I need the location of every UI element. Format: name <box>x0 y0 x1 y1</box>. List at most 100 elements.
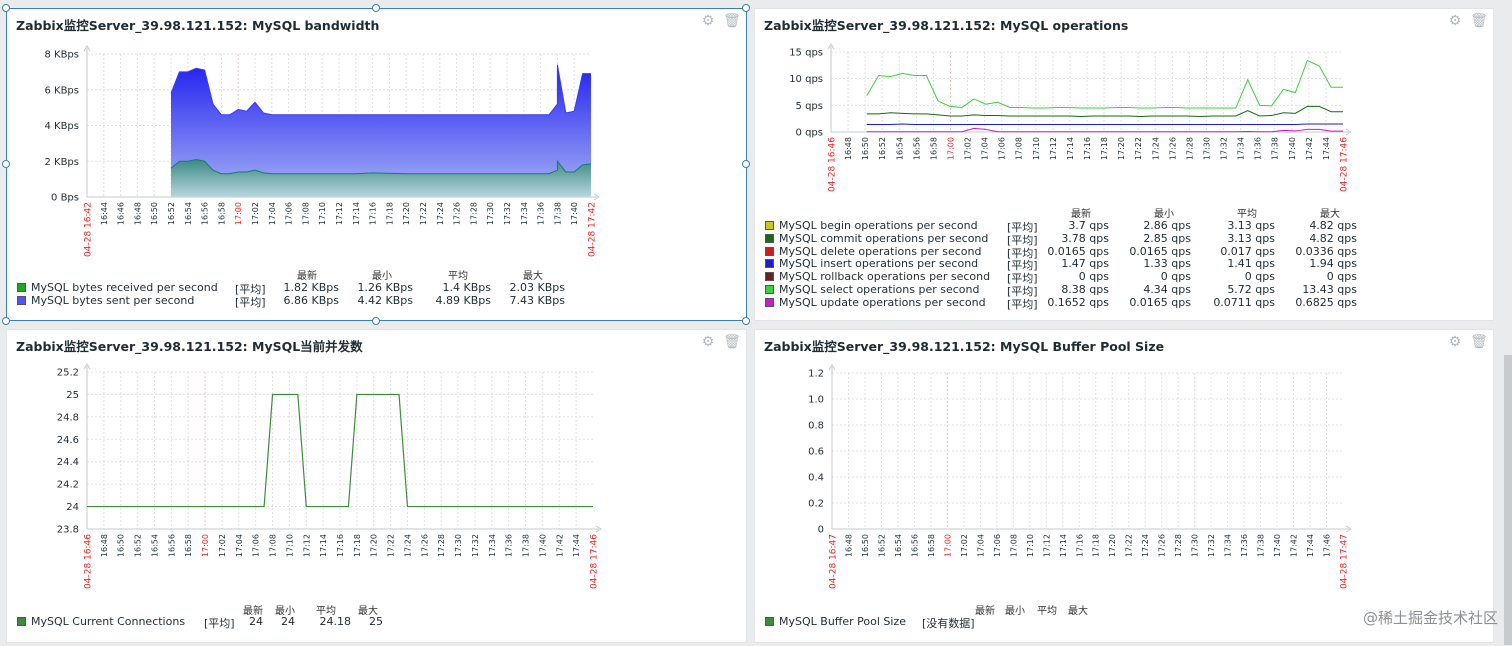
widget-mysql-buffer-pool[interactable]: Zabbix监控Server_39.98.121.152: MySQL Buff… <box>754 329 1494 643</box>
legend-last: 6.86 KBps <box>283 294 339 307</box>
resize-handle-ne[interactable] <box>742 4 750 12</box>
x-tick-label: 17:18 <box>353 534 362 557</box>
x-tick-label: 17:16 <box>336 534 345 557</box>
legend-last: 8.38 qps <box>1061 283 1109 296</box>
trash-icon[interactable]: 🗑 <box>1470 13 1488 29</box>
x-tick-label: 17:22 <box>1134 137 1143 160</box>
legend-avg: 0.017 qps <box>1220 244 1275 258</box>
x-tick-label: 17:00 <box>234 202 243 225</box>
y-tick-label: 10 qps <box>789 74 823 85</box>
legend-max: 0.6825 qps <box>1295 295 1357 309</box>
trash-icon[interactable]: 🗑 <box>1470 334 1488 350</box>
legend-row-op: MySQL insert operations per second [平均] 1.… <box>765 257 1365 272</box>
x-tick-label: 17:12 <box>335 202 344 225</box>
y-tick-label: 24.2 <box>57 480 79 491</box>
legend-last: 0.1652 qps <box>1047 295 1109 309</box>
x-tick-label: 17:06 <box>285 202 294 225</box>
trash-icon[interactable]: 🗑 <box>723 13 741 29</box>
resize-handle-s[interactable] <box>372 317 380 325</box>
x-range-label: 04-28 16:47 <box>829 534 839 589</box>
x-tick-label: 17:08 <box>1015 137 1024 160</box>
widget-mysql-bandwidth[interactable]: Zabbix监控Server_39.98.121.152: MySQL band… <box>6 8 747 321</box>
x-tick-label: 17:04 <box>235 534 244 557</box>
widget-header[interactable]: Zabbix监控Server_39.98.121.152: MySQL Buff… <box>755 330 1493 356</box>
legend-row-op: MySQL rollback operations per second [平均]… <box>765 270 1365 285</box>
x-tick-label: 17:42 <box>555 534 564 557</box>
x-tick-label: 17:12 <box>1049 137 1058 160</box>
x-tick-label: 17:32 <box>1207 534 1216 557</box>
legend-swatch <box>17 296 26 305</box>
x-tick-label: 17:14 <box>319 534 328 557</box>
x-tick-label: 16:58 <box>217 202 226 225</box>
x-tick-label: 17:00 <box>943 534 952 557</box>
widget-header[interactable]: Zabbix监控Server_39.98.121.152: MySQL band… <box>7 9 746 35</box>
watermark: @稀土掘金技术社区 <box>1362 609 1498 627</box>
series-area <box>171 159 591 197</box>
x-tick-label: 17:34 <box>520 202 529 225</box>
widget-header[interactable]: Zabbix监控Server_39.98.121.152: MySQL当前并发数… <box>7 330 746 356</box>
x-tick-label: 17:44 <box>1306 534 1315 557</box>
legend-item-name: MySQL delete operations per second <box>779 244 982 258</box>
resize-handle-e[interactable] <box>742 160 750 168</box>
widget-header[interactable]: Zabbix监控Server_39.98.121.152: MySQL oper… <box>755 9 1493 35</box>
x-tick-label: 17:16 <box>1075 534 1084 557</box>
y-tick-label: 0 qps <box>796 128 823 139</box>
y-tick-label: 0.4 <box>808 473 824 484</box>
legend-header-last: 最新 <box>975 606 995 617</box>
legend-header-max: 最大 <box>1320 209 1340 220</box>
gear-icon[interactable]: ⚙ <box>1448 334 1462 350</box>
legend-func: [平均] <box>1007 233 1038 247</box>
x-tick-label: 17:24 <box>1151 137 1160 160</box>
x-tick-label: 17:36 <box>1240 534 1249 557</box>
gear-icon[interactable]: ⚙ <box>1448 13 1462 29</box>
legend-last: 3.7 qps <box>1068 219 1109 232</box>
resize-handle-se[interactable] <box>742 317 750 325</box>
x-tick-label: 17:32 <box>503 202 512 225</box>
gear-icon[interactable]: ⚙ <box>701 13 715 29</box>
legend-last: 1.47 qps <box>1061 257 1109 271</box>
legend-row-received: MySQL bytes received per second [平均] 1.8… <box>17 281 577 296</box>
legend-header-min: 最小 <box>275 606 295 617</box>
widget-mysql-operations[interactable]: Zabbix监控Server_39.98.121.152: MySQL oper… <box>754 8 1494 321</box>
legend-last: 1.82 KBps <box>283 281 339 294</box>
y-tick-label: 25 <box>66 390 79 401</box>
legend-min: 4.34 qps <box>1143 283 1191 296</box>
legend-header-min: 最小 <box>1154 209 1174 220</box>
legend-header-max: 最大 <box>1068 606 1088 617</box>
x-tick-label: 16:48 <box>100 534 109 557</box>
resize-handle-sw[interactable] <box>2 317 10 325</box>
x-tick-label: 17:44 <box>1322 137 1331 160</box>
legend-avg: 3.13 qps <box>1227 219 1275 232</box>
widget-mysql-connections[interactable]: Zabbix监控Server_39.98.121.152: MySQL当前并发数… <box>6 329 747 643</box>
y-tick-label: 15 qps <box>789 48 823 59</box>
x-tick-label: 17:40 <box>570 202 579 225</box>
y-tick-label: 24.4 <box>57 457 79 468</box>
y-tick-label: 6 KBps <box>44 85 79 96</box>
bandwidth-chart: 0 Bps 2 KBps 4 KBps 6 KBps 8 KBps 16:44 16:46 1… <box>44 45 600 257</box>
resize-handle-nw[interactable] <box>2 4 10 12</box>
x-tick-label: 16:50 <box>117 534 126 557</box>
trash-icon[interactable]: 🗑 <box>723 334 741 350</box>
x-tick-label: 16:58 <box>184 534 193 557</box>
x-tick-label: 17:28 <box>437 534 446 557</box>
x-tick-label: 17:26 <box>420 534 429 557</box>
x-tick-label: 17:28 <box>469 202 478 225</box>
x-tick-label: 17:30 <box>1191 534 1200 557</box>
legend-row-op: MySQL begin operations per second [平均] 3.7… <box>765 219 1365 234</box>
x-tick-label: 17:18 <box>1100 137 1109 160</box>
gear-icon[interactable]: ⚙ <box>701 334 715 350</box>
x-tick-label: 17:06 <box>252 534 261 557</box>
x-tick-label: 16:58 <box>929 137 938 160</box>
legend-swatch <box>17 283 26 292</box>
resize-handle-w[interactable] <box>2 160 10 168</box>
legend-max: 7.43 KBps <box>509 294 565 307</box>
legend-row-op: MySQL delete operations per second [平均] 0.… <box>765 244 1365 260</box>
legend-swatch <box>765 233 774 243</box>
legend-header-avg: 平均 <box>1237 209 1257 220</box>
page-scrollbar[interactable] <box>1504 355 1512 645</box>
x-tick-label: 17:38 <box>1271 137 1280 160</box>
x-tick-label: 17:20 <box>1108 534 1117 557</box>
x-tick-label: 17:38 <box>522 534 531 557</box>
resize-handle-n[interactable] <box>372 4 380 12</box>
x-axis-arrow <box>1345 525 1352 533</box>
